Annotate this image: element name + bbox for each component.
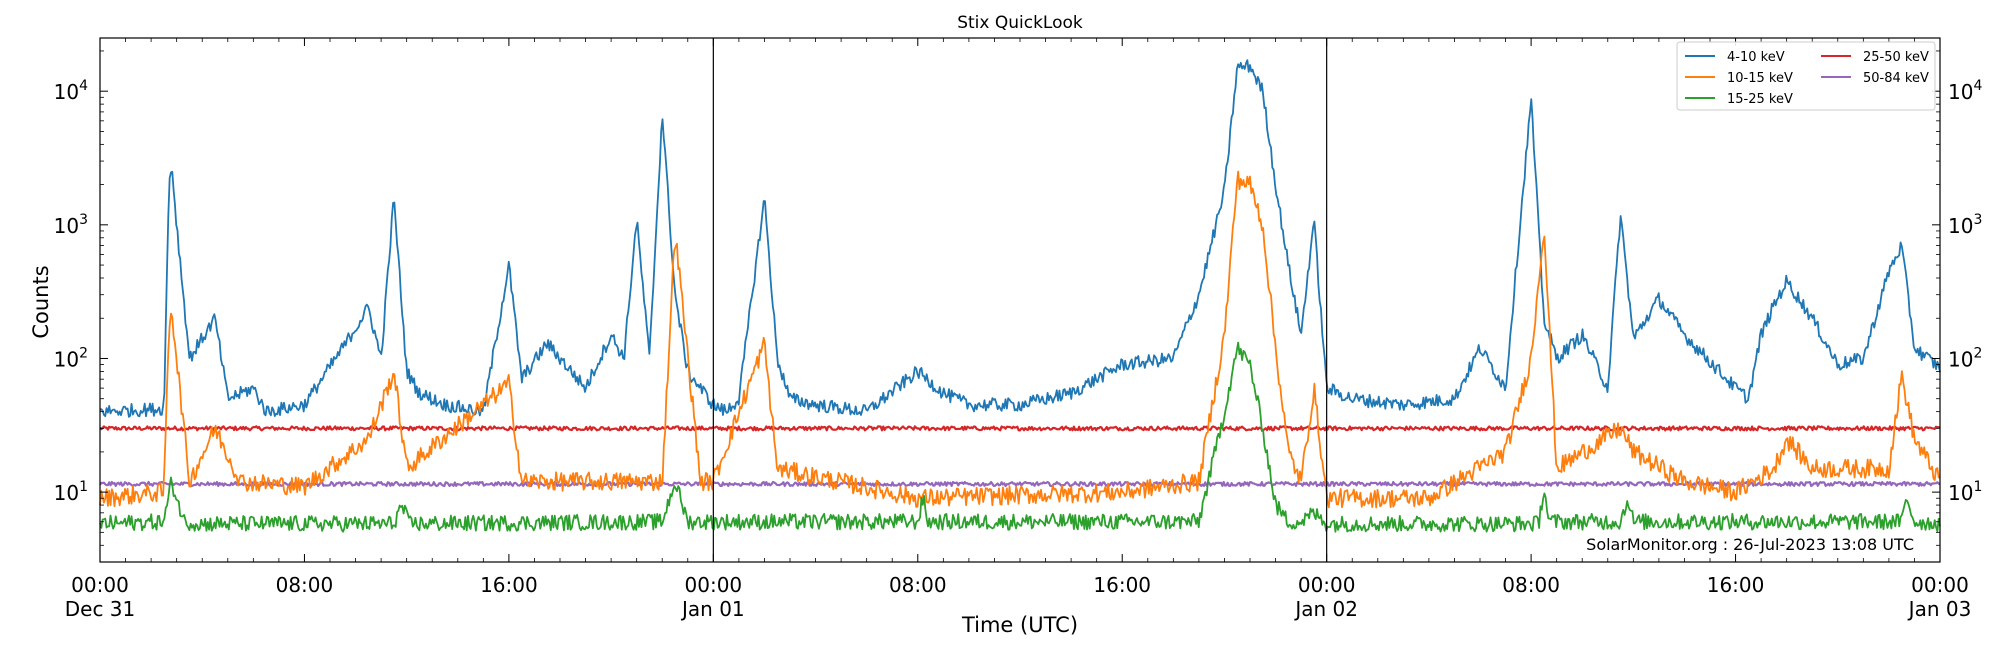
series-line-4-10-kev — [99, 59, 1941, 418]
x-tick-label: 08:00 — [889, 573, 947, 597]
x-tick-label: 00:00 — [685, 573, 743, 597]
legend-box — [1676, 41, 1936, 111]
x-tick-label: 08:00 — [1502, 573, 1560, 597]
y-tick-label: 102 — [54, 345, 88, 371]
legend-label: 15-25 keV — [1727, 92, 1793, 107]
x-tick-label: 00:00 — [1911, 573, 1969, 597]
y-axis-label: Counts — [29, 265, 53, 338]
y-axis-right: 101 102 103 104 — [1932, 50, 1982, 563]
x-tick-label: 16:00 — [480, 573, 538, 597]
day-boundaries — [712, 38, 1328, 562]
y-tick-label-right: 102 — [1948, 345, 1982, 371]
y-tick-label-right: 101 — [1948, 479, 1982, 505]
y-tick-label: 103 — [54, 212, 88, 238]
x-tick-date-label: Jan 02 — [1293, 597, 1358, 621]
legend-label: 50-84 keV — [1863, 71, 1929, 86]
legend-label: 4-10 keV — [1727, 50, 1785, 65]
chart-title: Stix QuickLook — [957, 13, 1083, 33]
legend-label: 25-50 keV — [1863, 50, 1929, 65]
legend: 4-10 keV 10-15 keV 15-25 keV 25-50 keV 50-84… — [1676, 41, 1936, 111]
legend-label: 10-15 keV — [1727, 71, 1793, 86]
series-line-15-25-kev — [99, 341, 1941, 533]
x-tick-label: 16:00 — [1093, 573, 1151, 597]
plot-area — [99, 37, 1941, 563]
x-tick-label: 00:00 — [71, 573, 129, 597]
series-line-25-50-kev — [99, 425, 1941, 432]
y-axis-left: 101 102 103 104 — [54, 50, 108, 563]
y-tick-label-right: 103 — [1948, 212, 1982, 238]
series-layer — [99, 59, 1941, 533]
x-tick-label: 00:00 — [1298, 573, 1356, 597]
x-tick-label: 16:00 — [1707, 573, 1765, 597]
series-line-10-15-kev — [99, 170, 1941, 509]
credit-annotation: SolarMonitor.org : 26-Jul-2023 13:08 UTC — [1586, 535, 1914, 554]
y-tick-label: 104 — [54, 78, 88, 104]
y-tick-label: 101 — [54, 479, 88, 505]
x-axis-label: Time (UTC) — [961, 613, 1078, 637]
y-tick-label-right: 104 — [1948, 78, 1982, 104]
x-tick-date-label: Jan 01 — [680, 597, 745, 621]
series-line-50-84-kev — [99, 480, 1941, 488]
x-tick-date-label: Jan 03 — [1907, 597, 1972, 621]
x-tick-date-label: Dec 31 — [65, 597, 136, 621]
x-tick-label: 08:00 — [276, 573, 334, 597]
